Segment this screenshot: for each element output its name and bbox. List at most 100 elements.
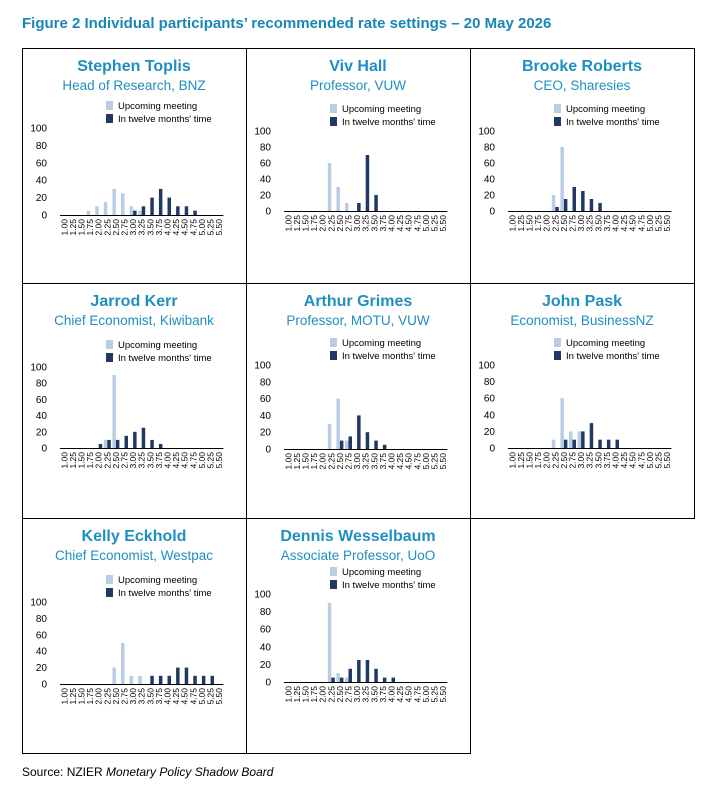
y-tick-label: 40	[36, 647, 48, 658]
rate-chart: Upcoming meeting In twelve months' time 0 2…	[478, 338, 672, 469]
x-tick-label: 2.00	[94, 452, 104, 469]
x-tick-label: 4.75	[188, 452, 198, 469]
x-tick-label: 2.75	[120, 219, 130, 236]
bar-upcoming	[569, 431, 573, 448]
y-tick-label: 20	[36, 663, 48, 674]
bar-twelve-months	[374, 440, 378, 449]
x-tick-label: 2.25	[326, 686, 336, 703]
x-tick-label: 3.50	[369, 686, 379, 703]
legend-swatch-upcoming	[106, 101, 113, 110]
participant-role: CEO, Sharesies	[533, 78, 631, 93]
rate-chart: Upcoming meeting In twelve months' time 0 2…	[30, 101, 224, 236]
x-tick-label: 5.00	[421, 686, 431, 703]
bar-twelve-months	[581, 191, 585, 211]
legend-swatch-twelve-months	[106, 588, 113, 597]
x-tick-label: 1.25	[516, 215, 526, 232]
x-tick-label: 4.00	[387, 686, 397, 703]
x-tick-label: 3.25	[361, 686, 371, 703]
grid-divider-col1	[246, 48, 247, 753]
y-tick-label: 80	[36, 141, 48, 152]
x-tick-label: 3.00	[576, 215, 586, 232]
x-tick-label: 2.00	[318, 215, 328, 232]
x-tick-label: 2.50	[335, 453, 345, 470]
x-tick-label: 4.25	[171, 452, 181, 469]
x-tick-label: 4.50	[180, 688, 190, 705]
bar-twelve-months	[150, 439, 154, 448]
x-tick-label: 2.00	[94, 688, 104, 705]
y-tick-label: 40	[260, 642, 272, 653]
bar-twelve-months	[158, 443, 163, 448]
y-tick-label: 0	[41, 211, 47, 222]
x-tick-label: 5.25	[654, 452, 664, 469]
x-tick-label: 3.50	[369, 453, 379, 470]
panel-dennis-wesselbaum: Dennis Wesselbaum Associate Professor, U…	[246, 518, 470, 753]
y-tick-label: 0	[41, 680, 47, 691]
bar-twelve-months	[563, 199, 568, 211]
bar-upcoming	[112, 667, 116, 684]
legend-label-twelve-months: In twelve months' time	[118, 114, 212, 125]
legend-swatch-twelve-months	[330, 580, 337, 589]
x-tick-label: 3.00	[128, 452, 138, 469]
x-tick-label: 2.50	[111, 452, 121, 469]
x-tick-label: 1.00	[283, 453, 293, 470]
x-tick-label: 1.75	[309, 453, 319, 470]
bar-twelve-months	[201, 675, 206, 684]
x-tick-label: 2.25	[102, 688, 112, 705]
x-tick-label: 5.25	[430, 215, 440, 232]
x-tick-label: 1.50	[525, 452, 535, 469]
x-tick-label: 3.75	[154, 452, 164, 469]
x-tick-label: 4.50	[180, 452, 190, 469]
y-tick-label: 100	[30, 124, 47, 135]
x-tick-label: 1.75	[309, 215, 319, 232]
source-prefix: Source: NZIER	[22, 765, 107, 779]
legend-swatch-upcoming	[330, 567, 337, 576]
legend-label-upcoming: Upcoming meeting	[118, 575, 197, 586]
panel-stephen-toplis: Stephen Toplis Head of Research, BNZ Upc…	[22, 48, 246, 283]
bar-twelve-months	[365, 432, 370, 449]
bar-twelve-months	[563, 439, 568, 448]
x-tick-label: 3.50	[593, 452, 603, 469]
bar-upcoming	[327, 163, 332, 211]
x-tick-label: 2.25	[550, 452, 560, 469]
x-tick-label: 3.75	[602, 215, 612, 232]
x-tick-label: 2.75	[568, 452, 578, 469]
grid-divider-col2	[470, 48, 471, 753]
x-tick-label: 2.50	[111, 688, 121, 705]
x-tick-label: 1.75	[533, 452, 543, 469]
rate-chart: Upcoming meeting In twelve months' time 0 2…	[30, 340, 224, 469]
bar-twelve-months	[150, 675, 154, 684]
grid-divider-row1	[22, 283, 695, 284]
x-tick-label: 2.75	[568, 215, 578, 232]
x-tick-label: 4.50	[180, 219, 190, 236]
bar-twelve-months	[348, 668, 352, 682]
x-tick-label: 3.75	[154, 688, 164, 705]
y-tick-label: 100	[478, 127, 495, 138]
x-tick-label: 5.50	[438, 453, 448, 470]
bar-upcoming	[336, 673, 340, 682]
x-tick-label: 4.00	[387, 215, 397, 232]
x-tick-label: 1.25	[68, 219, 78, 236]
bar-twelve-months	[357, 415, 361, 449]
bar-twelve-months	[339, 440, 344, 449]
legend-label-twelve-months: In twelve months' time	[566, 351, 660, 362]
x-tick-label: 4.50	[404, 686, 414, 703]
bar-twelve-months	[339, 677, 344, 682]
y-tick-label: 80	[484, 377, 496, 388]
y-tick-label: 60	[484, 159, 496, 170]
bar-upcoming	[551, 439, 556, 448]
panel-arthur-grimes: Arthur Grimes Professor, MOTU, VUW Upcom…	[246, 283, 470, 518]
x-tick-label: 4.25	[395, 215, 405, 232]
x-tick-label: 1.50	[301, 453, 311, 470]
participant-name: John Pask	[541, 293, 623, 310]
bar-upcoming	[560, 398, 564, 448]
x-tick-label: 1.75	[85, 219, 95, 236]
legend-label-twelve-months: In twelve months' time	[342, 580, 436, 591]
y-tick-label: 100	[478, 361, 495, 372]
x-tick-label: 2.50	[559, 452, 569, 469]
x-tick-label: 3.00	[352, 686, 362, 703]
x-tick-label: 4.25	[395, 686, 405, 703]
y-tick-label: 0	[265, 445, 271, 456]
x-tick-label: 3.75	[602, 452, 612, 469]
y-tick-label: 0	[489, 444, 495, 455]
y-tick-label: 40	[484, 175, 496, 186]
